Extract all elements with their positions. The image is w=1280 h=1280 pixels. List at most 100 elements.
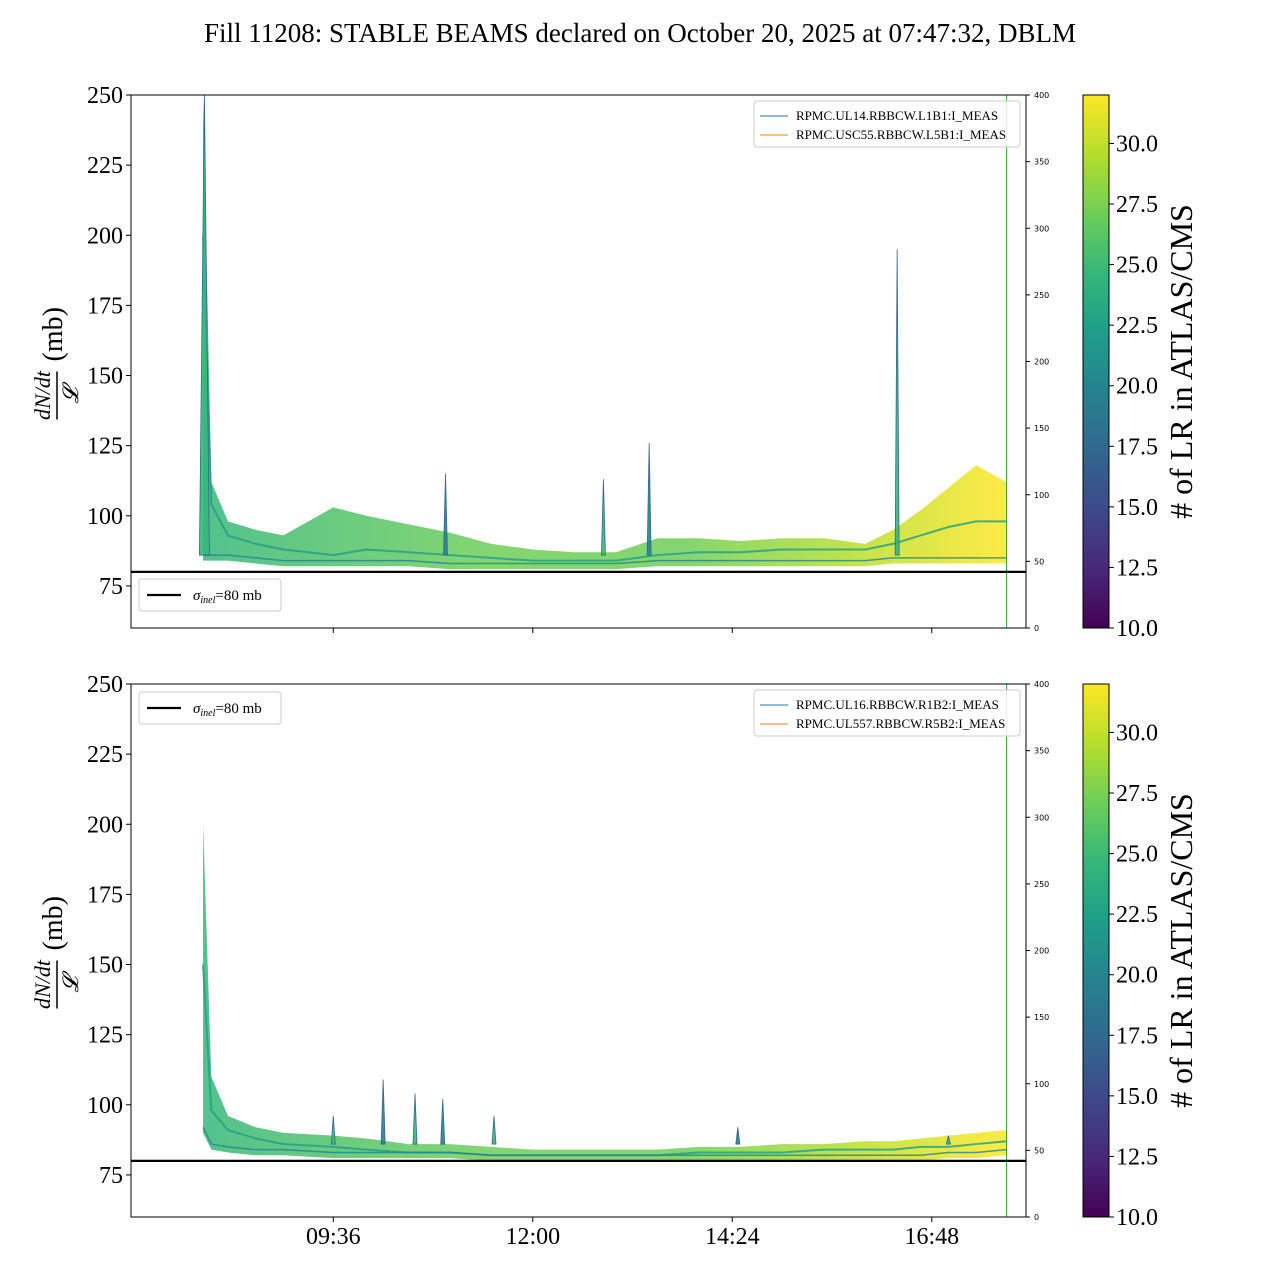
panel-top: 75 100 125 150 175 200 225 250 0 50 100 150 200 250 30… <box>30 83 1199 642</box>
right-tick-label: 250 <box>1034 291 1049 300</box>
spike <box>646 442 652 556</box>
colorbar-tick-label: 27.5 <box>1116 192 1158 218</box>
colorbar-tick-label: 25.0 <box>1116 253 1158 279</box>
x-tick-label: 12:00 <box>505 1224 560 1250</box>
right-tick-label: 200 <box>1034 358 1049 367</box>
y-tick-label: 125 <box>87 434 123 460</box>
y-tick-label: 150 <box>87 953 123 979</box>
spike <box>330 1115 336 1145</box>
legend-entry: RPMC.UL557.RBBCW.R5B2:I_MEAS <box>796 716 1005 731</box>
series-lower <box>203 554 1007 565</box>
y-axis-label: dN/dt 𝓛 (mb) <box>30 307 83 420</box>
reference-legend-box <box>138 691 282 725</box>
legend-box <box>753 100 1021 148</box>
x-tick-label: 09:36 <box>306 1224 361 1250</box>
y-tick-label: 175 <box>87 882 123 908</box>
y-tick-label: 100 <box>87 504 123 530</box>
x-tick-label: 14:24 <box>705 1224 760 1250</box>
y-label-numerator: dN/dt <box>30 959 55 1009</box>
colorbar-tick-label: 27.5 <box>1116 781 1158 807</box>
y-label-numerator: dN/dt <box>30 370 55 420</box>
legend-entry: RPMC.UL16.RBBCW.R1B2:I_MEAS <box>796 697 999 712</box>
figure-title: Fill 11208: STABLE BEAMS declared on Oct… <box>203 18 1076 48</box>
spike <box>412 1093 418 1145</box>
plot-area-bottom <box>202 684 1008 1217</box>
right-tick-label: 50 <box>1034 1146 1044 1155</box>
colorbar-tick-label: 12.5 <box>1116 1144 1158 1170</box>
series-band <box>203 824 1007 1161</box>
right-tick-label: 300 <box>1034 224 1049 233</box>
right-tick-label: 200 <box>1034 947 1049 956</box>
right-tick-label: 350 <box>1034 747 1049 756</box>
right-tick-label: 100 <box>1034 491 1049 500</box>
reference-legend-box <box>138 578 282 612</box>
right-tick-label: 350 <box>1034 158 1049 167</box>
right-tick-label: 250 <box>1034 880 1049 889</box>
panel-bottom: 75 100 125 150 175 200 225 250 0 50 100 150 200 250 30… <box>30 672 1199 1250</box>
colorbar-tick-label: 22.5 <box>1116 313 1158 339</box>
y-label-unit: (mb) <box>38 307 69 361</box>
y-tick-label: 175 <box>87 293 123 319</box>
y-tick-label: 250 <box>87 83 123 109</box>
legend-box <box>753 689 1021 737</box>
spike <box>735 1127 741 1145</box>
colorbar-tick-label: 10.0 <box>1116 1205 1158 1231</box>
series-lower <box>202 1126 1007 1157</box>
y-tick-label: 125 <box>87 1023 123 1049</box>
right-tick-label: 150 <box>1034 424 1049 433</box>
colorbar-label: # of LR in ATLAS/CMS <box>1163 793 1199 1108</box>
right-tick-label: 400 <box>1034 680 1049 689</box>
spike <box>945 1135 951 1145</box>
right-tick-label: 0 <box>1034 1213 1039 1222</box>
colorbar-tick-label: 30.0 <box>1116 131 1158 157</box>
y-label-denominator: 𝓛 <box>58 971 83 993</box>
reference-legend-label: σinel=80 mb <box>193 701 262 719</box>
y-axis-label: dN/dt 𝓛 (mb) <box>30 896 83 1009</box>
legend-entry: RPMC.USC55.RBBCW.L5B1:I_MEAS <box>796 127 1006 142</box>
y-tick-label: 75 <box>99 1163 123 1189</box>
colorbar-tick-label: 15.0 <box>1116 1084 1158 1110</box>
reference-legend-label: σinel=80 mb <box>193 588 262 606</box>
y-tick-label: 75 <box>99 574 123 600</box>
colorbar-tick-label: 12.5 <box>1116 555 1158 581</box>
right-tick-label: 300 <box>1034 813 1049 822</box>
colorbar-tick-label: 17.5 <box>1116 1023 1158 1049</box>
spike <box>199 95 210 556</box>
y-label-denominator: 𝓛 <box>58 382 83 404</box>
right-tick-label: 50 <box>1034 557 1044 566</box>
y-tick-label: 225 <box>87 153 123 179</box>
colorbar-tick-label: 15.0 <box>1116 495 1158 521</box>
x-tick-label: 16:48 <box>904 1224 959 1250</box>
y-tick-label: 225 <box>87 742 123 768</box>
colorbar <box>1082 94 1110 629</box>
colorbar-tick-label: 10.0 <box>1116 616 1158 642</box>
colorbar-label: # of LR in ATLAS/CMS <box>1163 204 1199 519</box>
y-tick-label: 100 <box>87 1093 123 1119</box>
spike <box>894 249 900 556</box>
colorbar-tick-label: 22.5 <box>1116 902 1158 928</box>
colorbar <box>1082 683 1110 1218</box>
spike <box>443 473 448 556</box>
right-tick-label: 100 <box>1034 1080 1049 1089</box>
right-tick-label: 0 <box>1034 624 1039 633</box>
colorbar-tick-label: 20.0 <box>1116 374 1158 400</box>
series-median <box>202 235 1007 562</box>
colorbar-tick-label: 30.0 <box>1116 720 1158 746</box>
plot-area-top <box>199 95 1008 628</box>
spike <box>601 479 606 556</box>
spike <box>380 1079 386 1145</box>
spike <box>491 1115 497 1145</box>
y-tick-label: 200 <box>87 223 123 249</box>
y-label-unit: (mb) <box>38 896 69 950</box>
right-tick-label: 400 <box>1034 91 1049 100</box>
colorbar-tick-label: 17.5 <box>1116 434 1158 460</box>
y-tick-label: 150 <box>87 364 123 390</box>
colorbar-tick-label: 20.0 <box>1116 963 1158 989</box>
series-median <box>202 964 1007 1157</box>
right-tick-label: 150 <box>1034 1013 1049 1022</box>
series-band <box>203 95 1007 570</box>
y-tick-label: 200 <box>87 812 123 838</box>
spike <box>440 1099 446 1145</box>
colorbar-tick-label: 25.0 <box>1116 842 1158 868</box>
